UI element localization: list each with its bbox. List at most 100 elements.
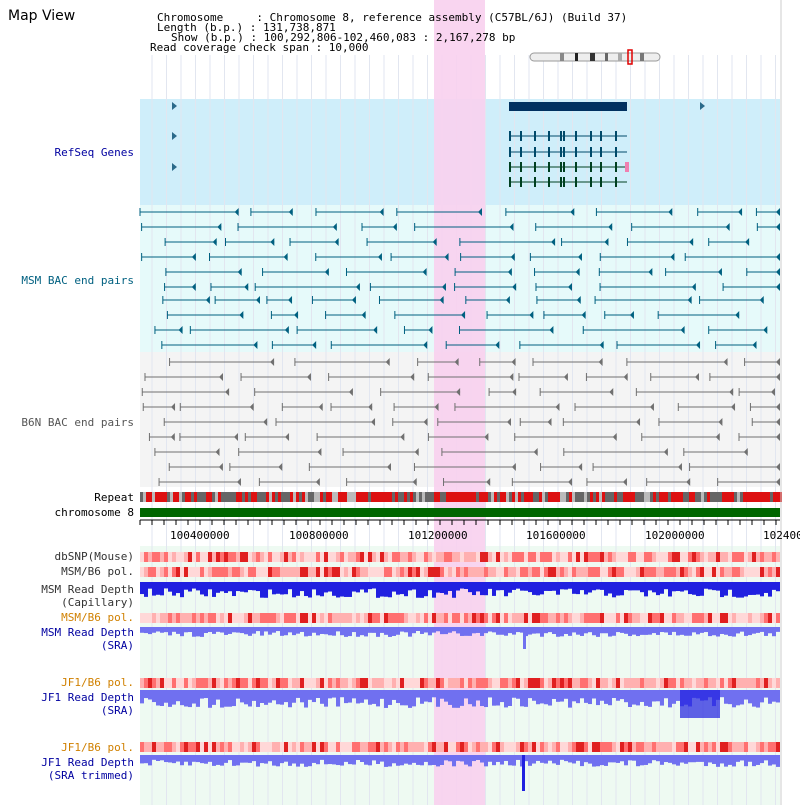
jf1-pol-density <box>184 742 188 752</box>
msm-sra-depth-bar <box>360 627 364 636</box>
b6n-bac-pair-end <box>512 388 517 396</box>
msm-pol-density <box>292 613 296 623</box>
msm-sra-depth-bar <box>304 627 308 637</box>
jf1-pol-density <box>336 678 340 688</box>
msm-sra-depth-bar <box>460 627 464 636</box>
jf1-trimmed-depth-bar <box>144 755 148 764</box>
dbsnp-density <box>584 552 588 562</box>
repeat-segment <box>440 492 443 502</box>
msm-bac-pair-end <box>759 296 764 304</box>
dbsnp-density <box>544 552 548 562</box>
jf1-sra-depth-bar <box>256 690 260 707</box>
jf1-pol-density <box>472 678 476 688</box>
repeat-segment <box>299 492 302 502</box>
msm-capillary-depth-bar <box>628 582 632 591</box>
jf1-pol-density <box>696 742 700 752</box>
msm-pol-density <box>460 613 464 623</box>
dbsnp-density <box>520 552 524 562</box>
repeat-segment <box>479 492 482 502</box>
msm-sra-depth-bar <box>672 627 676 632</box>
gene-exon <box>563 147 565 157</box>
msm-bac-pair-end <box>570 208 575 216</box>
jf1-pol-density <box>496 678 500 688</box>
msm-pol-density <box>732 567 736 577</box>
jf1-pol-density <box>440 742 444 752</box>
dbsnp-density <box>764 552 768 562</box>
jf1-pol-density <box>172 742 176 752</box>
gene-exon <box>509 131 511 141</box>
jf1-pol-density <box>644 742 648 752</box>
msm-capillary-depth-bar <box>468 582 472 593</box>
b6n-bac-pair-end <box>723 358 728 366</box>
jf1-sra-depth-bar <box>536 690 540 705</box>
msm-pol-density <box>392 567 396 577</box>
repeat-segment <box>620 492 623 502</box>
b6n-bac-pair-end <box>694 373 699 381</box>
jf1-sra-depth-bar <box>544 690 548 705</box>
dbsnp-density <box>612 552 616 562</box>
gene-exon <box>520 162 522 172</box>
repeat-segment <box>671 492 674 502</box>
jf1-trimmed-depth-bar <box>176 755 180 762</box>
msm-sra-depth-bar <box>628 627 632 637</box>
repeat-segment <box>692 492 695 502</box>
msm-pol-density <box>240 567 244 577</box>
repeat-segment <box>725 492 728 502</box>
msm-sra-depth-bar <box>644 627 648 635</box>
msm-pol-density <box>308 567 312 577</box>
repeat-segment <box>188 492 191 502</box>
jf1-pol-density <box>536 742 540 752</box>
jf1-trimmed-depth-bar <box>772 755 776 765</box>
jf1-pol-density <box>396 742 400 752</box>
repeat-segment <box>761 492 764 502</box>
jf1-pol-density <box>412 742 416 752</box>
jf1-pol-density <box>528 742 532 752</box>
dbsnp-density <box>392 552 396 562</box>
dbsnp-density <box>352 552 356 562</box>
jf1-pol-density <box>604 742 608 752</box>
jf1-pol-density <box>708 678 712 688</box>
msm-pol-density <box>688 567 692 577</box>
b6n-bac-pair-end <box>578 463 583 471</box>
b6n-bac-pair-end <box>236 478 241 486</box>
repeat-segment <box>263 492 266 502</box>
track-label-b6n-bac[interactable]: B6N BAC end pairs <box>21 416 134 429</box>
msm-pol-density <box>508 567 512 577</box>
jf1-trimmed-depth-bar <box>668 755 672 763</box>
jf1-sra-depth-bar <box>752 690 756 707</box>
jf1-sra-depth-bar <box>388 690 392 705</box>
msm-sra-depth-bar <box>616 627 620 633</box>
jf1-pol-density <box>188 742 192 752</box>
msm-pol-density <box>568 567 572 577</box>
b6n-bac-pair-end <box>506 418 511 426</box>
jf1-pol-density <box>184 678 188 688</box>
jf1-pol-density <box>240 678 244 688</box>
repeat-segment <box>554 492 557 502</box>
jf1-sra-depth-bar <box>148 690 152 700</box>
msm-sra-depth-bar <box>248 627 252 636</box>
msm-pol-density <box>524 613 528 623</box>
jf1-pol-density <box>600 742 604 752</box>
dbsnp-density <box>156 552 160 562</box>
jf1-sra-depth-bar <box>140 690 144 704</box>
msm-pol-density <box>760 613 764 623</box>
dbsnp-density <box>704 552 708 562</box>
track-label-refseq[interactable]: RefSeq Genes <box>54 146 134 159</box>
jf1-trimmed-depth-bar <box>248 755 252 763</box>
jf1-pol-density <box>392 742 396 752</box>
gene-exon <box>548 177 550 187</box>
dbsnp-density <box>740 552 744 562</box>
msm-capillary-depth-bar <box>232 582 236 597</box>
msm-sra-depth-bar <box>356 627 360 637</box>
track-label-msm-bac[interactable]: MSM BAC end pairs <box>21 274 134 287</box>
repeat-segment <box>386 492 389 502</box>
msm-capillary-depth-bar <box>592 582 596 591</box>
msm-pol-density <box>380 567 384 577</box>
msm-sra-depth-bar <box>408 627 412 637</box>
msm-sra-depth-bar <box>176 627 180 634</box>
repeat-segment <box>395 492 398 502</box>
msm-capillary-depth-bar <box>480 582 484 596</box>
track-label-msm-depth-cap: MSM Read Depth <box>41 583 134 596</box>
jf1-trimmed-depth-bar <box>552 755 556 764</box>
